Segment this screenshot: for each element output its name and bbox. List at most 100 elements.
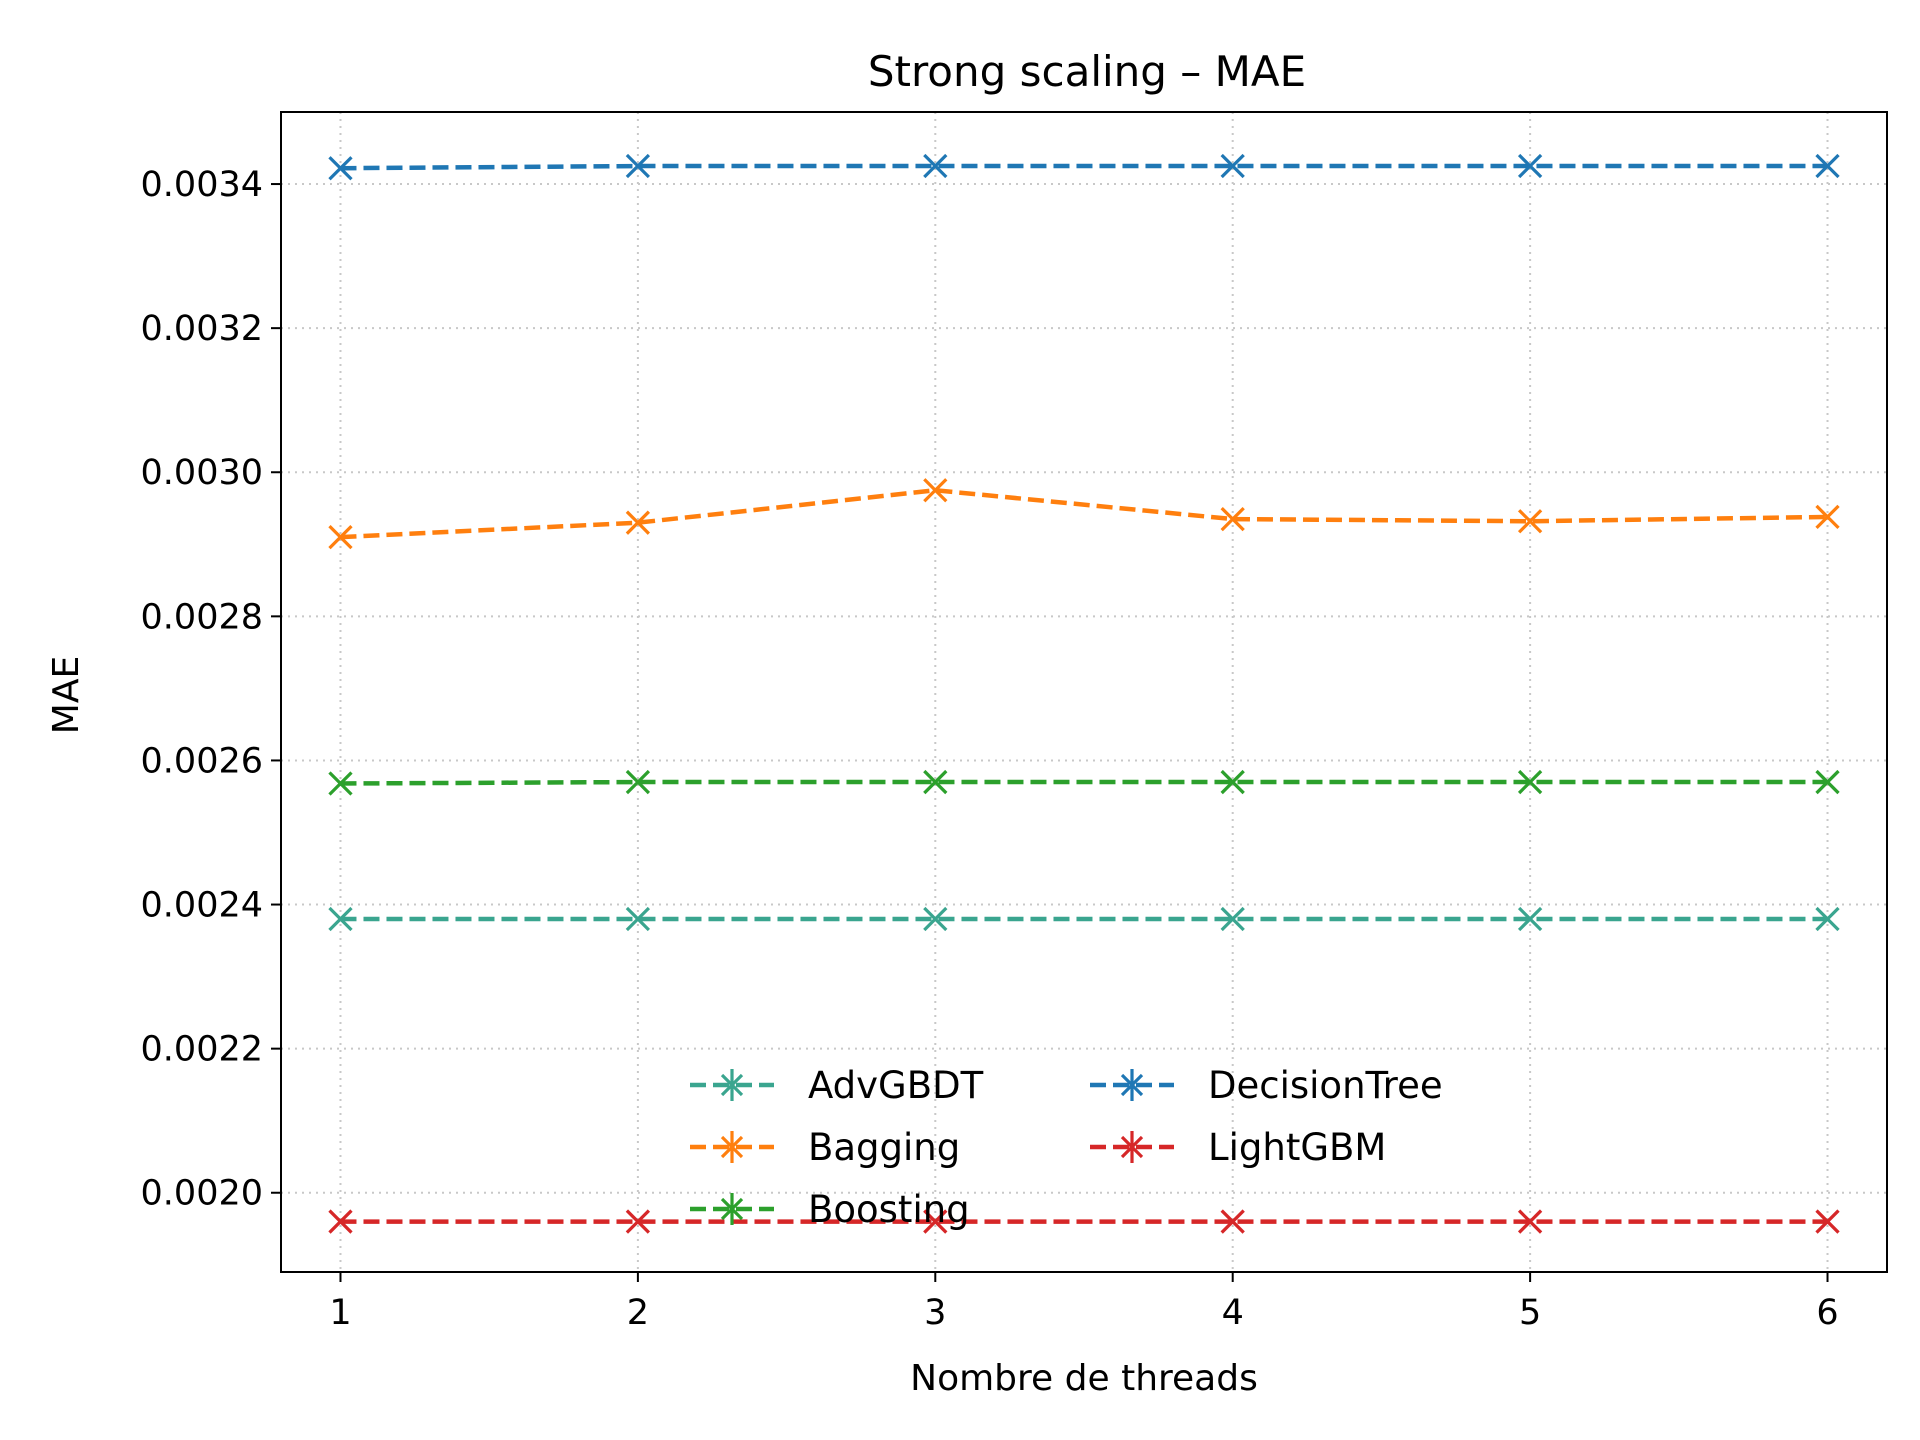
marker-stroke	[625, 906, 651, 932]
data-point-boosting	[625, 769, 651, 795]
legend-label: AdvGBDT	[808, 1064, 984, 1107]
data-point-decisiontree	[1517, 153, 1543, 179]
data-point-decisiontree	[1815, 153, 1840, 179]
x-tick-label: 5	[1519, 1293, 1541, 1333]
marker-stroke	[1517, 769, 1543, 795]
marker-stroke	[1220, 769, 1245, 795]
legend-entry-decisiontree: DecisionTree	[1090, 1064, 1443, 1107]
data-point-lightgbm	[1815, 1209, 1840, 1234]
marker-stroke	[625, 769, 651, 795]
marker-stroke	[328, 906, 353, 932]
data-point-boosting	[1517, 769, 1543, 795]
marker-stroke	[1220, 906, 1245, 932]
marker-stroke	[625, 153, 651, 179]
marker-stroke	[1815, 504, 1840, 530]
marker-stroke	[720, 1135, 744, 1159]
marker-stroke	[923, 478, 948, 503]
data-point-decisiontree	[1220, 153, 1245, 179]
data-point-advgbdt	[923, 906, 948, 932]
series-bagging	[328, 478, 1840, 550]
data-point-decisiontree	[328, 156, 353, 181]
data-point-advgbdt	[1815, 906, 1840, 932]
y-tick-label: 0.0034	[141, 165, 263, 205]
data-point-boosting	[1220, 769, 1245, 795]
series-advgbdt	[328, 906, 1840, 932]
data-point-decisiontree	[923, 153, 948, 179]
marker-stroke	[625, 1209, 651, 1234]
marker-stroke	[720, 1197, 744, 1221]
marker-stroke	[1815, 769, 1840, 795]
marker-stroke	[1815, 153, 1840, 179]
data-point-decisiontree	[625, 153, 651, 179]
y-tick-label: 0.0030	[141, 453, 263, 493]
x-tick-label: 3	[924, 1293, 946, 1333]
data-point-lightgbm	[328, 1209, 353, 1234]
x-tick-label: 2	[627, 1293, 649, 1333]
y-tick-label: 0.0032	[141, 309, 263, 349]
data-point-bagging	[923, 478, 948, 503]
grid	[281, 112, 1887, 1272]
marker-stroke	[1220, 1209, 1245, 1234]
series-line-decisiontree	[340, 163, 1828, 171]
chart-title: Strong scaling – MAE	[868, 47, 1306, 96]
marker-stroke	[1815, 906, 1840, 932]
marker-stroke	[328, 156, 353, 181]
marker-stroke	[1517, 153, 1543, 179]
legend-entry-bagging: Bagging	[690, 1126, 960, 1169]
data-point-lightgbm	[923, 1209, 948, 1234]
legend: AdvGBDT Bagging Boosting DecisionTree LightG…	[690, 1064, 1443, 1231]
marker-stroke	[625, 510, 651, 535]
y-tick-label: 0.0026	[141, 741, 263, 781]
marker-stroke	[923, 1209, 948, 1234]
marker-stroke	[328, 524, 353, 550]
marker-stroke	[328, 1209, 353, 1234]
x-tick-label: 1	[329, 1293, 351, 1333]
marker-stroke	[720, 1073, 744, 1097]
data-point-boosting	[328, 771, 353, 796]
legend-entry-advgbdt: AdvGBDT	[690, 1064, 984, 1107]
data-point-lightgbm	[1220, 1209, 1245, 1234]
series-decisiontree	[328, 153, 1840, 181]
data-point-bagging	[1815, 504, 1840, 530]
data-point-bagging	[1517, 509, 1543, 534]
ticks: 1 2 3 4 5 6 0.0020 0.0022 0.0024 0.0026 0.0028 0.00…	[141, 165, 1839, 1333]
marker-stroke	[1815, 1209, 1840, 1234]
marker-stroke	[1220, 153, 1245, 179]
x-tick-label: 4	[1222, 1293, 1244, 1333]
x-tick-label: 6	[1816, 1293, 1838, 1333]
marker-stroke	[1517, 509, 1543, 534]
series-lightgbm	[328, 1209, 1840, 1234]
data-point-bagging	[625, 510, 651, 535]
series-layer	[328, 153, 1840, 1234]
data-point-advgbdt	[328, 906, 353, 932]
legend-entry-lightgbm: LightGBM	[1090, 1126, 1386, 1169]
y-tick-label: 0.0022	[141, 1030, 263, 1070]
data-point-boosting	[1815, 769, 1840, 795]
marker-stroke	[1120, 1135, 1144, 1159]
marker-stroke	[923, 906, 948, 932]
legend-label: Bagging	[808, 1126, 960, 1169]
marker-stroke	[1517, 1209, 1543, 1234]
data-point-bagging	[328, 524, 353, 550]
data-point-boosting	[923, 769, 948, 795]
series-boosting	[328, 769, 1840, 796]
series-line-boosting	[340, 779, 1828, 786]
legend-label: LightGBM	[1208, 1126, 1386, 1169]
marker-stroke	[328, 771, 353, 796]
marker-stroke	[923, 153, 948, 179]
data-point-advgbdt	[1517, 906, 1543, 932]
marker-stroke	[1120, 1073, 1144, 1097]
y-tick-label: 0.0020	[141, 1174, 263, 1214]
data-point-lightgbm	[625, 1209, 651, 1234]
data-point-lightgbm	[1517, 1209, 1543, 1234]
data-point-advgbdt	[1220, 906, 1245, 932]
data-point-bagging	[1220, 506, 1245, 532]
legend-label: DecisionTree	[1208, 1064, 1443, 1107]
y-tick-label: 0.0024	[141, 886, 263, 926]
legend-label: Boosting	[808, 1188, 970, 1231]
legend-entry-boosting: Boosting	[690, 1188, 970, 1231]
data-point-advgbdt	[625, 906, 651, 932]
marker-stroke	[1220, 506, 1245, 532]
